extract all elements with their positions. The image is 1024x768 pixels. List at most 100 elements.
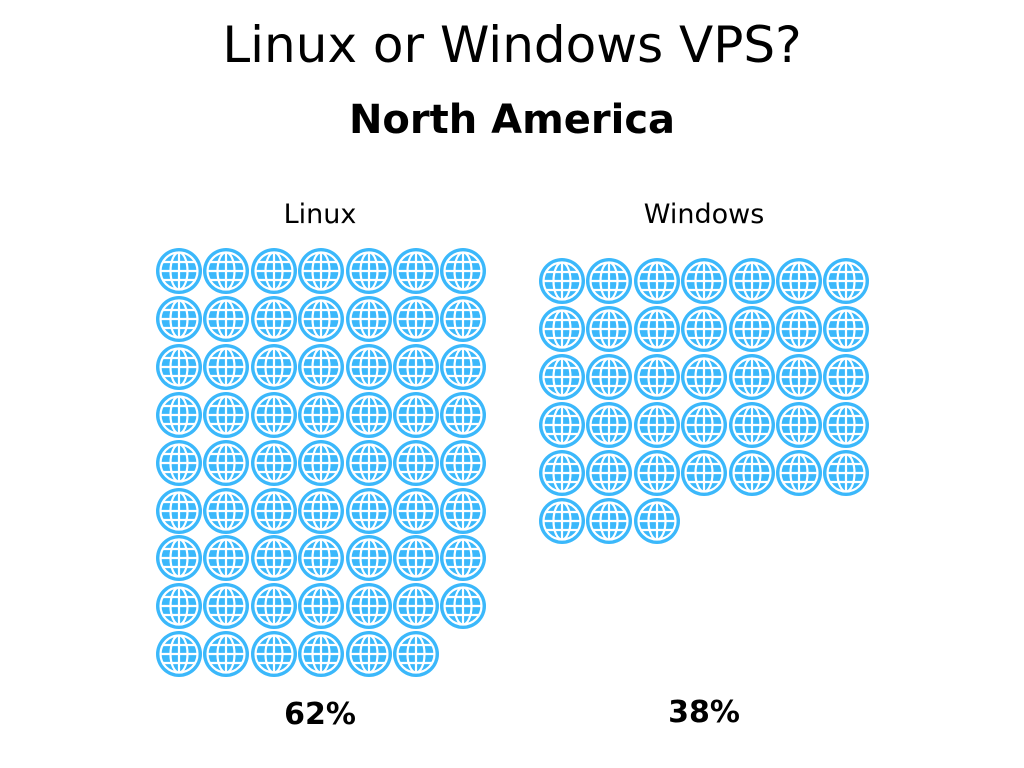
globe-icon [440, 296, 486, 342]
globe-icon [539, 402, 585, 448]
globe-icon [203, 392, 249, 438]
globe-icon [346, 392, 392, 438]
globe-icon [346, 488, 392, 534]
globe-icon [346, 583, 392, 629]
globe-icon [203, 440, 249, 486]
globe-icon [440, 583, 486, 629]
globe-icon [393, 631, 439, 677]
globe-icon [539, 498, 585, 544]
globe-icon [440, 488, 486, 534]
globe-icon [823, 354, 869, 400]
globe-icon [729, 450, 775, 496]
globe-icon [298, 488, 344, 534]
globe-icon [156, 344, 202, 390]
globe-icon [156, 535, 202, 581]
globe-icon [393, 392, 439, 438]
globe-icon [681, 402, 727, 448]
globe-icon [440, 392, 486, 438]
globe-icon [251, 631, 297, 677]
globe-icon [346, 631, 392, 677]
globe-icon [298, 440, 344, 486]
globe-icon [203, 344, 249, 390]
globe-icon [251, 248, 297, 294]
globe-icon [776, 450, 822, 496]
globe-icon [539, 258, 585, 304]
globe-icon [346, 296, 392, 342]
linux-percent: 62% [284, 697, 356, 732]
globe-icon [251, 392, 297, 438]
globe-icon [440, 248, 486, 294]
windows-percent: 38% [668, 695, 740, 730]
globe-icon [729, 354, 775, 400]
globe-icon [539, 306, 585, 352]
globe-icon [156, 392, 202, 438]
chart-title: Linux or Windows VPS? [222, 16, 802, 74]
globe-icon [346, 535, 392, 581]
globe-icon [539, 354, 585, 400]
globe-icon [393, 488, 439, 534]
globe-icon [156, 488, 202, 534]
globe-icon [203, 488, 249, 534]
globe-icon [203, 583, 249, 629]
globe-icon [681, 450, 727, 496]
globe-icon [251, 583, 297, 629]
globe-icon [634, 354, 680, 400]
chart-subtitle: North America [348, 97, 676, 143]
globe-icon [440, 440, 486, 486]
globe-icon [251, 344, 297, 390]
globe-icon [634, 258, 680, 304]
globe-icon [440, 535, 486, 581]
windows-label: Windows [643, 199, 765, 230]
globe-icon [823, 306, 869, 352]
globe-icon [776, 354, 822, 400]
globe-icon [681, 306, 727, 352]
globe-icon [203, 296, 249, 342]
globe-icon [203, 535, 249, 581]
globe-icon [203, 248, 249, 294]
globe-icon [393, 440, 439, 486]
globe-icon [393, 583, 439, 629]
globe-icon [251, 535, 297, 581]
linux-label: Linux [283, 199, 357, 230]
globe-icon [346, 344, 392, 390]
globe-icon [156, 296, 202, 342]
globe-icon [393, 535, 439, 581]
globe-icon [298, 583, 344, 629]
globe-icon [298, 392, 344, 438]
globe-icon [776, 306, 822, 352]
globe-icon [298, 535, 344, 581]
globe-icon [251, 440, 297, 486]
globe-icon [634, 402, 680, 448]
globe-icon [586, 306, 632, 352]
globe-icon [634, 498, 680, 544]
globe-icon [539, 450, 585, 496]
globe-icon [156, 440, 202, 486]
globe-icon [298, 631, 344, 677]
globe-icon [586, 498, 632, 544]
globe-icon [156, 583, 202, 629]
globe-icon [776, 402, 822, 448]
globe-icon [393, 296, 439, 342]
globe-icon [393, 344, 439, 390]
linux-pictogram-grid [156, 248, 486, 680]
globe-icon [823, 258, 869, 304]
globe-icon [298, 248, 344, 294]
windows-pictogram-grid [539, 258, 869, 548]
globe-icon [203, 631, 249, 677]
globe-icon [634, 450, 680, 496]
globe-icon [681, 258, 727, 304]
globe-icon [823, 402, 869, 448]
globe-icon [346, 440, 392, 486]
globe-icon [634, 306, 680, 352]
globe-icon [440, 344, 486, 390]
globe-icon [346, 248, 392, 294]
globe-icon [776, 258, 822, 304]
globe-icon [156, 248, 202, 294]
globe-icon [729, 258, 775, 304]
globe-icon [586, 258, 632, 304]
globe-icon [823, 450, 869, 496]
globe-icon [298, 296, 344, 342]
globe-icon [298, 344, 344, 390]
globe-icon [156, 631, 202, 677]
globe-icon [681, 354, 727, 400]
